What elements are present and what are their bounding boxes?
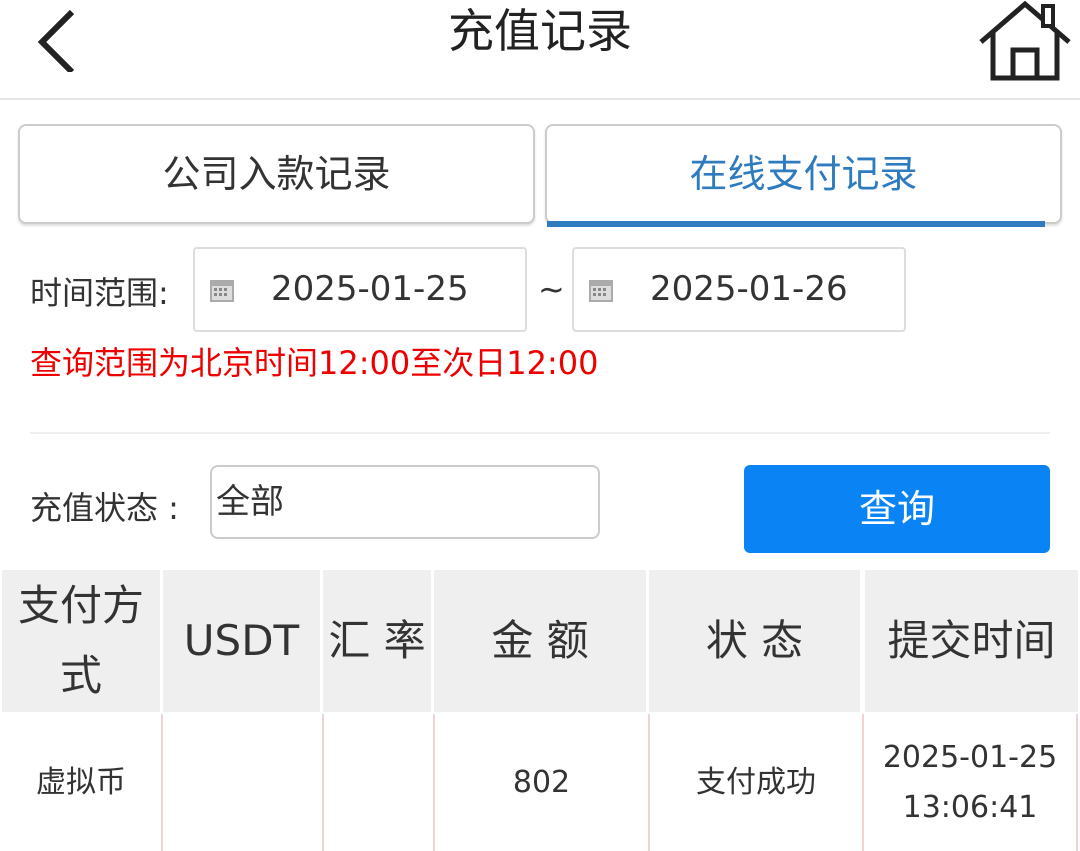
header-usdt: USDT [163,570,320,712]
start-date-value: 2025-01-25 [271,269,469,309]
header-submit-time: 提交时间 [865,570,1078,712]
header-rate: 汇 率 [323,570,431,712]
header-status: 状 态 [649,570,860,712]
query-button[interactable]: 查询 [744,465,1050,553]
end-date-value: 2025-01-26 [650,269,848,309]
tab-online-payment[interactable]: 在线支付记录 [545,124,1062,224]
time-range-label: 时间范围: [30,274,169,312]
calendar-icon [210,280,234,302]
cell-submit-time: 2025-01-25 13:06:41 [862,714,1078,851]
cell-amount: 802 [433,714,648,851]
submit-date: 2025-01-25 [882,739,1058,775]
cell-status: 支付成功 [648,714,862,851]
page-title: 充值记录 [448,4,632,58]
submit-time: 13:06:41 [902,789,1038,825]
date-separator: ~ [538,270,565,308]
top-bar [0,0,1080,100]
tab-company-deposit[interactable]: 公司入款记录 [18,124,535,224]
status-label: 充值状态 : [30,489,179,527]
chevron-left-icon[interactable] [30,8,90,72]
header-amount: 金 额 [434,570,646,712]
cell-usdt [161,714,322,851]
divider [30,432,1050,434]
status-select[interactable]: 全部 [210,465,600,539]
home-icon[interactable] [975,0,1075,82]
end-date-input[interactable]: 2025-01-26 [572,247,906,332]
query-range-note: 查询范围为北京时间12:00至次日12:00 [30,344,599,382]
calendar-icon [589,280,613,302]
cell-method: 虚拟币 [36,764,126,800]
active-tab-indicator [547,221,1045,227]
header-payment-method: 支付方式 [2,570,160,712]
cell-rate [322,714,433,851]
start-date-input[interactable]: 2025-01-25 [193,247,527,332]
